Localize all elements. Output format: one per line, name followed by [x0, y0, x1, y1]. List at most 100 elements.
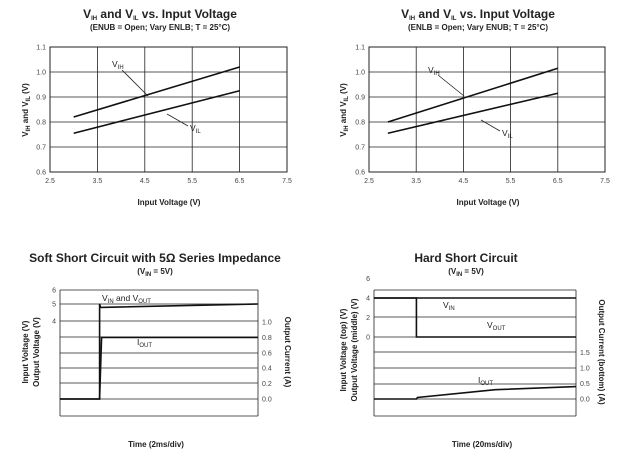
- chart3-right-ticks: 1.0 0.8 0.6 0.4 0.2 0.0: [262, 320, 272, 404]
- chart1-x-tick-label: 5.5: [187, 178, 197, 185]
- chart1-x-tick-label: 4.5: [140, 178, 150, 185]
- chart4-grid: [373, 289, 577, 417]
- chart2-y-ticks: 0.6 0.7 0.8 0.9 1.0 1.1: [355, 45, 365, 177]
- chart4-right-tick-label: 1.5: [580, 350, 590, 357]
- chart3-series: [60, 303, 259, 400]
- chart3-grid: [59, 289, 259, 417]
- chart2-vil-label: VIL: [502, 128, 513, 140]
- chart3-right-tick-label: 0.2: [262, 381, 272, 388]
- chart1-x-ticks: 2.5 3.5 4.5 5.5 6.5 7.5: [45, 178, 292, 185]
- chart4-vout-label: VOUT: [487, 320, 506, 332]
- chart3-left-axis-label-2: Output Voltage (V): [32, 317, 41, 387]
- chart1-title: VIH and VIL vs. Input Voltage: [83, 7, 237, 22]
- chart2-vil-pointer: [480, 119, 501, 132]
- chart3-right-tick-label: 0.4: [262, 366, 272, 373]
- chart3-right-tick-label: 0.8: [262, 335, 272, 342]
- chart4-left-axis-label-1: Input Voltage (top) (V): [339, 308, 348, 391]
- chart2-vih-pointer: [437, 74, 465, 97]
- chart2-x-tick-label: 7.5: [600, 178, 610, 185]
- chart4-left-tick-label: 0: [366, 335, 370, 342]
- chart2-title: VIH and VIL vs. Input Voltage: [401, 7, 555, 22]
- chart2-x-ticks: 2.5 3.5 4.5 5.5 6.5 7.5: [364, 178, 610, 185]
- chart2-vih-label: VIH: [428, 65, 440, 77]
- chart3-iout-label: IOUT: [137, 337, 152, 349]
- chart4-right-tick-label: 0.0: [580, 397, 590, 404]
- chart1-y-tick-label: 0.8: [36, 120, 46, 127]
- chart4-left-tick-label: 2: [366, 315, 370, 322]
- chart2-y-tick-label: 0.8: [355, 120, 365, 127]
- chart4-left-ticks: 6 4 2 0: [366, 276, 370, 342]
- chart4-vout-trace: [374, 297, 576, 338]
- chart3-right-tick-label: 0.6: [262, 350, 272, 357]
- chart4-vin-label: VIN: [443, 300, 455, 312]
- chart3-vin-vout-label: VIN and VOUT: [102, 293, 151, 305]
- chart2-grid: [368, 46, 606, 173]
- chart3-right-tick-label: 0.0: [262, 397, 272, 404]
- chart4-subtitle: (VIN = 5V): [448, 267, 484, 278]
- chart3-left-ticks: 6 5 4: [52, 288, 56, 326]
- chart1-x-tick-label: 6.5: [235, 178, 245, 185]
- chart1-y-ticks: 0.6 0.7 0.8 0.9 1.0 1.1: [36, 45, 46, 177]
- chart1-vil-pointer: [166, 113, 189, 127]
- chart1-series: [73, 66, 240, 135]
- chart1-y-axis-label: VIH and VIL (V): [21, 83, 32, 137]
- chart1-vil-label: VIL: [190, 123, 201, 135]
- chart3-left-axis-label-1: Input Voltage (V): [21, 320, 30, 383]
- chart1-x-tick-label: 7.5: [282, 178, 292, 185]
- chart2-x-tick-label: 5.5: [506, 178, 516, 185]
- chart3-right-axis-label: Output Current (A): [283, 317, 292, 388]
- chart2-subtitle: (ENLB = Open; Vary ENUB; T = 25°C): [408, 23, 548, 32]
- chart3-iout-trace: [60, 336, 258, 400]
- chart4-title: Hard Short Circuit: [414, 251, 517, 265]
- chart2-series: [387, 67, 559, 135]
- chart1-vih-label: VIH: [112, 59, 124, 71]
- chart2-y-axis-label: VIH and VIL (V): [339, 83, 350, 137]
- chart1-x-tick-label: 3.5: [93, 178, 103, 185]
- chart4-series: [374, 297, 577, 400]
- chart2-y-tick-label: 0.6: [355, 170, 365, 177]
- chart4-right-ticks: 1.5 1.0 0.5 0.0: [580, 350, 590, 404]
- chart1-y-tick-label: 0.6: [36, 170, 46, 177]
- chart-vih-vil-enlb: VIH and VIL vs. Input Voltage (ENUB = Op…: [21, 7, 292, 207]
- chart1-x-tick-label: 2.5: [45, 178, 55, 185]
- chart1-vih-line: [73, 66, 240, 118]
- chart2-y-tick-label: 0.7: [355, 145, 365, 152]
- chart2-y-tick-label: 0.9: [355, 95, 365, 102]
- chart4-right-axis-label: Output Current (bottom) (A): [597, 299, 606, 405]
- chart4-right-tick-label: 1.0: [580, 366, 590, 373]
- chart1-plot-frame: [49, 46, 288, 173]
- chart2-vih-line: [387, 67, 559, 123]
- chart1-vil-line: [73, 89, 240, 135]
- chart1-y-tick-label: 1.0: [36, 70, 46, 77]
- chart1-y-tick-label: 0.9: [36, 95, 46, 102]
- chart2-x-tick-label: 6.5: [553, 178, 563, 185]
- chart4-left-tick-label: 4: [366, 296, 370, 303]
- chart1-subtitle: (ENUB = Open; Vary ENLB; T = 25°C): [90, 23, 230, 32]
- chart4-x-axis-label: Time (20ms/div): [452, 440, 513, 449]
- chart3-left-tick-label: 5: [52, 302, 56, 309]
- chart4-right-tick-label: 0.5: [580, 381, 590, 388]
- chart3-title: Soft Short Circuit with 5Ω Series Impeda…: [29, 251, 281, 265]
- chart2-plot-frame: [368, 46, 606, 173]
- chart3-x-axis-label: Time (2ms/div): [128, 440, 184, 449]
- chart4-iout-trace: [374, 385, 577, 400]
- chart3-subtitle: (VIN = 5V): [137, 267, 173, 278]
- chart4-left-axis-label-2: Output Voltage (middle) (V): [350, 298, 359, 401]
- chart2-x-tick-label: 3.5: [411, 178, 421, 185]
- chart3-vin-vout-trace: [60, 303, 259, 400]
- chart1-x-axis-label: Input Voltage (V): [138, 198, 201, 207]
- chart-soft-short-circuit: Soft Short Circuit with 5Ω Series Impeda…: [21, 251, 292, 449]
- chart-vih-vil-enub: VIH and VIL vs. Input Voltage (ENLB = Op…: [339, 7, 610, 207]
- chart3-left-tick-label: 6: [52, 288, 56, 295]
- chart3-left-tick-label: 4: [52, 319, 56, 326]
- chart2-vil-line: [387, 92, 558, 135]
- chart2-x-tick-label: 4.5: [459, 178, 469, 185]
- chart4-iout-label: IOUT: [478, 375, 493, 387]
- chart2-x-tick-label: 2.5: [364, 178, 374, 185]
- chart2-y-tick-label: 1.1: [355, 45, 365, 52]
- chart3-right-tick-label: 1.0: [262, 320, 272, 327]
- chart1-vih-pointer: [121, 69, 149, 97]
- chart2-y-tick-label: 1.0: [355, 70, 365, 77]
